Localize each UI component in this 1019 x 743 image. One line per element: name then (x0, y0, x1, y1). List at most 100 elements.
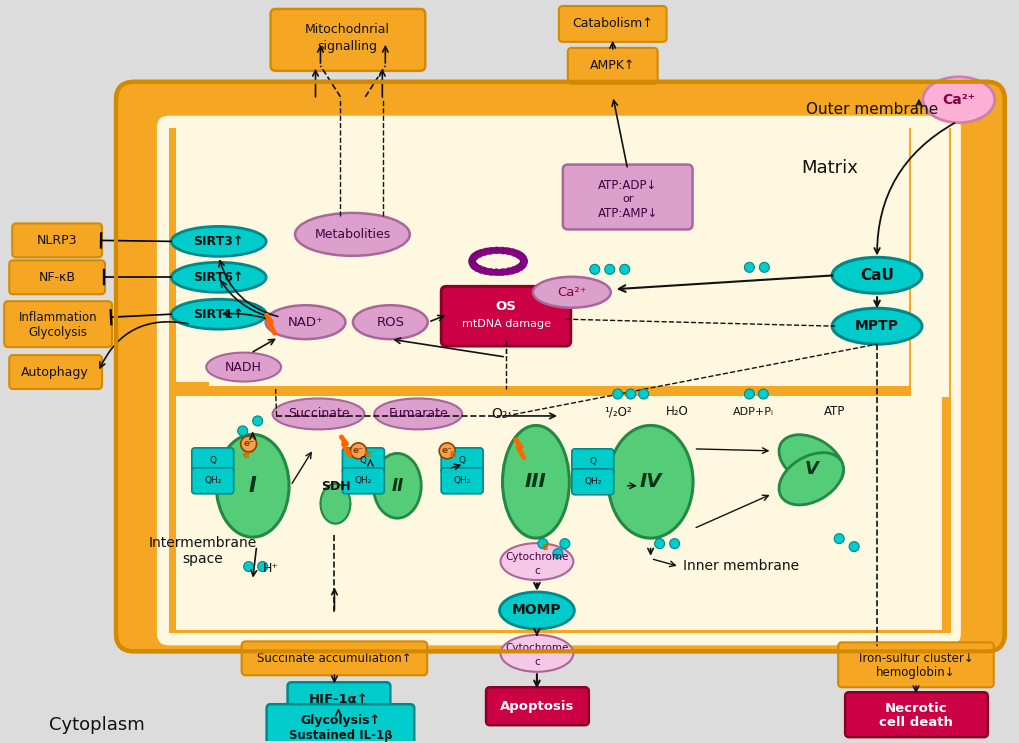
Text: QH₂: QH₂ (204, 476, 221, 485)
Ellipse shape (638, 389, 648, 399)
Ellipse shape (668, 539, 679, 548)
Text: SIRT1↑: SIRT1↑ (194, 308, 244, 321)
FancyBboxPatch shape (9, 260, 105, 294)
Text: MPTP: MPTP (854, 319, 898, 333)
Ellipse shape (320, 484, 351, 524)
Ellipse shape (744, 389, 754, 399)
Text: Sustained IL-1β: Sustained IL-1β (288, 729, 391, 742)
Text: Succinate: Succinate (287, 407, 348, 421)
Text: CaU: CaU (859, 267, 893, 283)
Bar (169, 386, 948, 633)
Ellipse shape (294, 213, 410, 256)
FancyBboxPatch shape (845, 692, 986, 737)
Ellipse shape (757, 389, 767, 399)
Text: OS: OS (495, 299, 516, 313)
Ellipse shape (469, 255, 475, 265)
Text: ATP:AMP↓: ATP:AMP↓ (597, 207, 657, 220)
Ellipse shape (508, 248, 518, 256)
Ellipse shape (508, 266, 518, 274)
Text: cell death: cell death (878, 716, 952, 729)
Text: Matrix: Matrix (800, 158, 857, 177)
FancyBboxPatch shape (242, 641, 427, 675)
FancyBboxPatch shape (287, 682, 390, 717)
Ellipse shape (491, 247, 501, 254)
Text: MOMP: MOMP (512, 603, 561, 617)
Ellipse shape (832, 308, 921, 344)
Ellipse shape (476, 265, 484, 273)
Ellipse shape (265, 305, 345, 339)
Ellipse shape (604, 265, 614, 274)
Ellipse shape (351, 443, 366, 459)
FancyBboxPatch shape (486, 687, 588, 725)
Ellipse shape (519, 259, 527, 269)
Ellipse shape (520, 256, 527, 266)
Ellipse shape (470, 260, 477, 270)
Text: Autophagy: Autophagy (21, 366, 89, 378)
Text: Intermembrane
space: Intermembrane space (149, 536, 257, 565)
Ellipse shape (237, 426, 248, 436)
Ellipse shape (171, 299, 266, 329)
Ellipse shape (253, 416, 262, 426)
Ellipse shape (517, 262, 525, 271)
Text: Q: Q (589, 458, 596, 467)
Ellipse shape (848, 542, 858, 551)
Text: Q: Q (360, 456, 367, 465)
Ellipse shape (469, 258, 475, 267)
Text: ¹/₂O²: ¹/₂O² (603, 406, 631, 418)
Text: e⁻: e⁻ (448, 449, 461, 459)
FancyBboxPatch shape (558, 6, 666, 42)
Text: QH₂: QH₂ (584, 477, 601, 486)
Text: Cytochrome: Cytochrome (504, 643, 568, 653)
Text: Catabolism↑: Catabolism↑ (572, 17, 652, 30)
Bar (169, 382, 209, 633)
Text: or: or (622, 195, 633, 204)
Text: Metabolities: Metabolities (314, 228, 390, 241)
Text: ADP+Pᵢ: ADP+Pᵢ (733, 407, 773, 417)
Ellipse shape (625, 389, 635, 399)
Text: Glycolysis↑: Glycolysis↑ (301, 714, 380, 727)
Ellipse shape (470, 253, 477, 262)
Ellipse shape (832, 257, 921, 293)
Ellipse shape (834, 533, 844, 544)
Text: c: c (534, 658, 539, 667)
Ellipse shape (476, 249, 484, 258)
Text: IV: IV (639, 473, 661, 491)
Text: Inflammation: Inflammation (18, 311, 98, 324)
Text: QH₂: QH₂ (453, 476, 471, 485)
Ellipse shape (654, 539, 664, 548)
Text: III: III (525, 473, 546, 491)
Ellipse shape (519, 254, 527, 264)
Ellipse shape (532, 277, 610, 308)
Text: Succinate accumuliation↑: Succinate accumuliation↑ (257, 652, 412, 665)
Ellipse shape (480, 248, 489, 256)
Ellipse shape (612, 389, 623, 399)
Ellipse shape (514, 250, 522, 259)
Ellipse shape (171, 227, 266, 256)
Ellipse shape (537, 539, 547, 548)
Ellipse shape (439, 443, 454, 459)
Ellipse shape (744, 262, 754, 272)
Text: AMPK↑: AMPK↑ (589, 59, 635, 72)
Ellipse shape (500, 543, 573, 580)
Ellipse shape (485, 247, 495, 254)
Bar (910, 128, 948, 397)
FancyBboxPatch shape (342, 468, 384, 494)
FancyBboxPatch shape (441, 448, 483, 474)
Text: O₂·⁻: O₂·⁻ (490, 407, 519, 421)
Ellipse shape (244, 562, 254, 571)
FancyBboxPatch shape (572, 449, 613, 475)
Text: ATP:ADP↓: ATP:ADP↓ (597, 179, 656, 192)
Text: c: c (534, 565, 539, 576)
FancyBboxPatch shape (116, 82, 1004, 652)
Text: Ca²⁺: Ca²⁺ (942, 93, 974, 107)
Ellipse shape (206, 353, 281, 382)
Text: II: II (390, 477, 404, 495)
Text: Necrotic: Necrotic (883, 701, 947, 715)
FancyBboxPatch shape (12, 224, 102, 257)
Ellipse shape (497, 247, 507, 254)
Text: Q: Q (459, 456, 465, 465)
Bar (175, 128, 209, 382)
Ellipse shape (373, 453, 421, 518)
FancyBboxPatch shape (270, 9, 425, 71)
Text: Outer membrane: Outer membrane (805, 103, 937, 117)
